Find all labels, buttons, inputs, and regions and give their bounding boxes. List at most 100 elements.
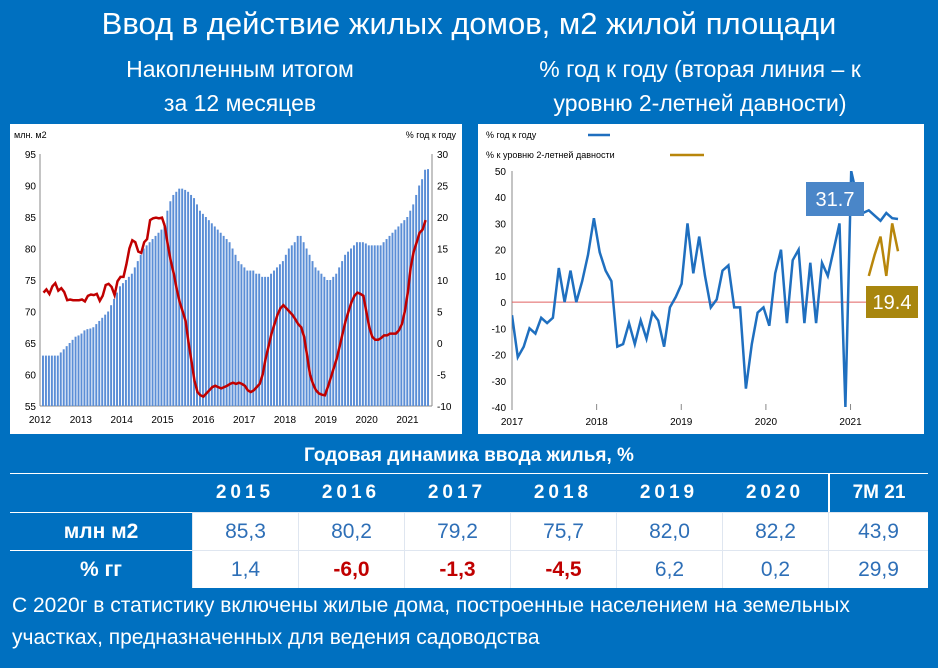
bar bbox=[56, 355, 59, 406]
bar bbox=[308, 254, 311, 406]
bar bbox=[219, 232, 222, 406]
value-cell: 80,2 bbox=[298, 512, 404, 550]
bar bbox=[400, 223, 403, 406]
bar bbox=[163, 223, 166, 406]
bar bbox=[290, 245, 293, 406]
bar bbox=[116, 292, 119, 406]
bar bbox=[361, 242, 364, 406]
y-tick-label: 10 bbox=[495, 272, 507, 283]
bar bbox=[350, 248, 352, 406]
left-y-tick-label: 75 bbox=[25, 276, 37, 287]
left-subtitle-line-1: Накопленным итогом bbox=[126, 56, 354, 82]
bar bbox=[184, 189, 187, 406]
bar bbox=[415, 194, 418, 406]
x-tick-label: 2017 bbox=[233, 415, 256, 426]
bar bbox=[190, 194, 193, 406]
year-header-cell: 2017 bbox=[404, 474, 510, 512]
bar bbox=[418, 185, 421, 406]
right-y-tick-label: 30 bbox=[437, 150, 449, 161]
left-y-tick-label: 65 bbox=[25, 339, 37, 350]
x-tick-label: 2017 bbox=[501, 417, 524, 428]
bar bbox=[264, 276, 267, 406]
bar bbox=[86, 329, 89, 406]
year-header-cell: 2020 bbox=[722, 474, 828, 512]
value-cell: 79,2 bbox=[404, 512, 510, 550]
bar bbox=[397, 226, 400, 406]
legend-label-2y: % к уровню 2-летней давности bbox=[486, 150, 615, 160]
right-y-tick-label: 20 bbox=[437, 213, 449, 224]
value-cell: 43,9 bbox=[828, 512, 928, 550]
x-tick-label: 2021 bbox=[839, 417, 862, 428]
right-y-tick-label: -5 bbox=[437, 371, 446, 382]
bar bbox=[53, 355, 56, 406]
bar bbox=[311, 261, 314, 406]
x-tick-label: 2019 bbox=[670, 417, 693, 428]
bar bbox=[344, 254, 347, 406]
bar bbox=[198, 210, 201, 406]
bar bbox=[275, 267, 278, 406]
bar bbox=[246, 270, 249, 406]
bar bbox=[412, 204, 415, 406]
data-label-box-2y bbox=[866, 286, 918, 318]
value-cell: 0,2 bbox=[722, 550, 828, 588]
row-label-cell: млн м2 bbox=[10, 512, 192, 550]
bar bbox=[323, 276, 326, 406]
annual-dynamics-table: Годовая динамика ввода жилья, % 2015 2016 2… bbox=[10, 438, 928, 588]
left-subtitle-line-2: за 12 месяцев bbox=[163, 90, 317, 116]
table-corner-cell bbox=[10, 474, 192, 512]
year-header-cell: 2016 bbox=[298, 474, 404, 512]
year-header-cell: 2015 bbox=[192, 474, 298, 512]
data-label-box-yoy bbox=[806, 182, 864, 216]
y-tick-label: -10 bbox=[492, 324, 507, 335]
bar bbox=[326, 280, 329, 406]
bar bbox=[222, 235, 225, 406]
bar bbox=[80, 333, 83, 406]
bar bbox=[252, 270, 255, 406]
left-y-tick-label: 95 bbox=[25, 150, 37, 161]
value-cell: 85,3 bbox=[192, 512, 298, 550]
bar bbox=[65, 346, 68, 406]
bar bbox=[98, 320, 101, 406]
bar bbox=[376, 245, 379, 406]
bar bbox=[385, 239, 388, 406]
right-y-tick-label: -10 bbox=[437, 402, 452, 413]
bar bbox=[237, 261, 240, 406]
value-cell: 6,2 bbox=[616, 550, 722, 588]
bar bbox=[364, 243, 367, 406]
value-cell: -4,5 bbox=[510, 550, 616, 588]
bar bbox=[104, 314, 107, 406]
x-tick-label: 2016 bbox=[192, 415, 215, 426]
right-y-tick-label: 15 bbox=[437, 245, 449, 256]
bar bbox=[148, 242, 151, 406]
left-y-tick-label: 55 bbox=[25, 402, 37, 413]
bar bbox=[287, 248, 290, 406]
bar bbox=[225, 239, 228, 406]
bar bbox=[127, 276, 130, 406]
right-y-tick-label: 5 bbox=[437, 308, 443, 319]
right-y-tick-label: 25 bbox=[437, 182, 449, 193]
bar bbox=[59, 352, 62, 406]
y-tick-label: 30 bbox=[495, 219, 507, 230]
bar bbox=[355, 242, 358, 406]
bar bbox=[145, 245, 148, 406]
bar bbox=[77, 335, 80, 406]
legend-label-yoy: % год к году bbox=[486, 130, 537, 140]
bar bbox=[44, 355, 47, 406]
x-tick-label: 2014 bbox=[111, 415, 134, 426]
bar bbox=[347, 251, 350, 406]
x-tick-label: 2019 bbox=[315, 415, 338, 426]
bar bbox=[107, 311, 110, 406]
right-subtitle-line-1: % год к году (вторая линия – к bbox=[539, 56, 861, 82]
bar bbox=[92, 327, 95, 406]
bar bbox=[207, 220, 210, 406]
left-y-tick-label: 60 bbox=[25, 371, 37, 382]
right-subtitle-line-2: уровню 2-летней давности) bbox=[553, 90, 847, 116]
bar bbox=[293, 242, 296, 406]
x-tick-label: 2015 bbox=[151, 415, 174, 426]
yoy-line bbox=[512, 171, 899, 407]
bar bbox=[204, 217, 207, 406]
bar bbox=[42, 355, 44, 406]
bar bbox=[154, 235, 157, 406]
bar bbox=[373, 245, 376, 406]
bar bbox=[406, 217, 409, 406]
